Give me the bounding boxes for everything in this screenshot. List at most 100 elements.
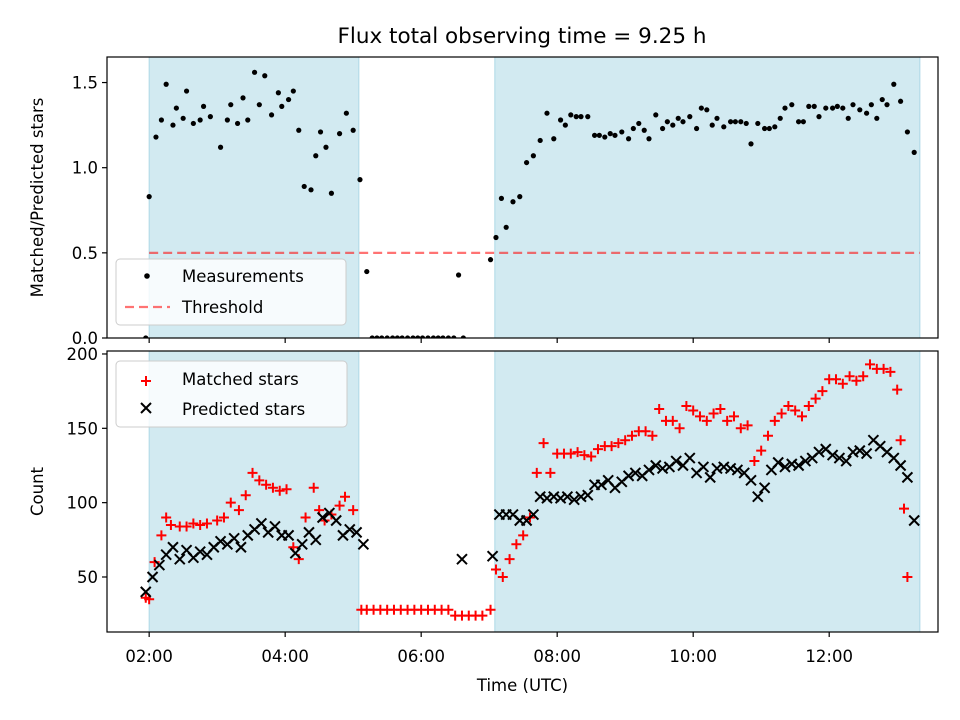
- legend-label-predicted: Predicted stars: [182, 400, 305, 419]
- measurement-point: [410, 335, 416, 338]
- measurement-point: [313, 153, 319, 159]
- predicted-star-point: [289, 547, 302, 559]
- matched-star-point: [708, 408, 719, 419]
- measurement-point: [357, 177, 363, 183]
- matched-star-point: [742, 420, 753, 431]
- measurement-point: [455, 272, 462, 278]
- plot-area: [140, 359, 920, 621]
- matched-star-point: [626, 430, 637, 441]
- predicted-star-point: [826, 449, 839, 461]
- predicted-star-point: [731, 464, 744, 476]
- bottom-panel: 50 100 150 200 02:00 04:00 06:00 08:00 10:00 12:0…: [28, 345, 939, 695]
- matched-star-point: [572, 447, 583, 458]
- matched-star-point: [640, 426, 651, 437]
- predicted-star-point: [153, 559, 166, 571]
- measurement-point: [487, 257, 494, 263]
- matched-star-point: [545, 467, 556, 478]
- predicted-star-point: [813, 446, 825, 458]
- measurement-point: [296, 127, 302, 133]
- measurement-point: [190, 120, 196, 127]
- predicted-star-point: [704, 471, 716, 484]
- matched-star-point: [902, 571, 913, 582]
- measurement-point: [275, 90, 281, 96]
- predicted-star-point: [643, 464, 655, 476]
- predicted-star-point: [901, 471, 914, 484]
- predicted-star-point: [792, 459, 805, 472]
- measurement-point: [874, 115, 880, 121]
- measurement-point: [317, 129, 324, 135]
- measurement-point: [234, 120, 241, 127]
- measurement-point: [364, 268, 370, 275]
- matched-star-point: [233, 505, 244, 516]
- matched-star-point: [762, 430, 773, 441]
- legend-label-measurements: Measurements: [182, 267, 304, 286]
- matched-star-point: [218, 512, 229, 523]
- y-axis-label: Matched/Predicted stars: [28, 98, 47, 298]
- measurement-point: [675, 115, 681, 121]
- measurement-point: [399, 335, 405, 338]
- measurement-point: [863, 110, 870, 116]
- matched-star-point: [756, 445, 767, 456]
- x-tick-label: 10:00: [669, 647, 717, 666]
- predicted-star-point: [486, 550, 499, 562]
- matched-star-point: [613, 438, 624, 449]
- predicted-star-point: [194, 546, 206, 558]
- predicted-star-point: [330, 514, 342, 527]
- measurement-point: [173, 105, 179, 111]
- measurement-point: [748, 141, 754, 147]
- plot-area: [143, 69, 920, 338]
- predicted-star-point: [527, 508, 540, 521]
- matched-star-point: [864, 359, 875, 370]
- predicted-star-point: [799, 455, 812, 467]
- observing-band-2: [494, 56, 921, 339]
- predicted-star-point: [745, 474, 757, 487]
- matched-star-point: [504, 554, 515, 565]
- measurement-point: [646, 136, 652, 142]
- y-tick-label: 1.0: [72, 159, 98, 178]
- predicted-star-point: [595, 479, 608, 491]
- predicted-star-point: [752, 490, 764, 503]
- measurement-point: [404, 335, 411, 338]
- measurement-point: [823, 105, 829, 111]
- predicted-star-point: [833, 452, 846, 464]
- matched-star-point: [531, 467, 542, 478]
- measurement-point: [290, 88, 296, 94]
- measurement-point: [384, 335, 390, 338]
- measurement-point: [430, 335, 437, 338]
- measurement-point: [379, 335, 385, 338]
- measurement-point: [743, 120, 749, 127]
- matched-star-point: [149, 557, 160, 568]
- measurement-point: [180, 115, 186, 121]
- matched-star-point: [681, 401, 692, 412]
- legend: Matched stars Predicted stars: [115, 360, 348, 428]
- measurement-point: [183, 88, 190, 94]
- axes-frame: [106, 56, 939, 339]
- matched-star-point: [300, 512, 311, 523]
- measurement-point: [301, 183, 307, 190]
- measurement-point: [279, 103, 285, 109]
- matched-star-point: [477, 610, 488, 621]
- measurement-point: [687, 114, 693, 120]
- matched-star-point: [885, 366, 896, 377]
- matched-star-point: [667, 415, 678, 426]
- matched-star-point: [579, 450, 590, 461]
- legend-label-matched: Matched stars: [182, 370, 299, 389]
- matched-star-point: [837, 378, 848, 389]
- measurement-point: [445, 335, 451, 338]
- measurement-point: [789, 102, 795, 108]
- measurement-point: [170, 122, 176, 128]
- y-tick-label: 150: [67, 419, 99, 438]
- matched-star-point: [694, 411, 705, 422]
- matched-star-point: [267, 482, 278, 493]
- measurement-point: [857, 107, 863, 113]
- measurement-point: [897, 98, 904, 104]
- measurement-point: [721, 124, 727, 130]
- legend-box: [115, 360, 348, 428]
- matched-star-point: [878, 363, 889, 374]
- predicted-star-point: [140, 586, 152, 598]
- measurement-point: [568, 112, 574, 118]
- legend-box: [115, 258, 347, 326]
- matched-star-point: [749, 456, 760, 467]
- measurement-point: [693, 125, 700, 132]
- matched-star-point: [195, 519, 206, 530]
